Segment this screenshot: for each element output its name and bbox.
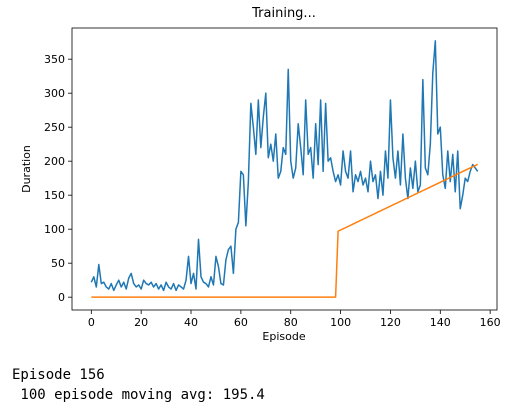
x-tick-label: 0	[88, 316, 95, 329]
output-line: Episode 156	[12, 367, 105, 383]
y-axis-label: Duration	[20, 145, 33, 193]
y-tick-label: 300	[44, 87, 65, 100]
y-tick-label: 50	[51, 257, 65, 270]
output-line: 100 episode moving avg: 195.4	[12, 387, 265, 403]
chart-title: Training...	[251, 6, 316, 21]
x-tick-label: 40	[184, 316, 198, 329]
x-tick-label: 20	[134, 316, 148, 329]
x-tick-label: 120	[380, 316, 401, 329]
data-line	[91, 163, 479, 298]
x-tick-label: 140	[430, 316, 451, 329]
y-tick-label: 100	[44, 223, 65, 236]
x-tick-label: 160	[480, 316, 501, 329]
x-axis-label: Episode	[262, 330, 305, 343]
y-tick-label: 200	[44, 155, 65, 168]
x-tick-label: 60	[234, 316, 248, 329]
x-tick-label: 80	[284, 316, 298, 329]
y-tick-label: 350	[44, 53, 65, 66]
chart: Training... Episode Duration 0 50 100 150 20…	[20, 6, 501, 343]
y-tick-label: 150	[44, 189, 65, 202]
plot-frame	[71, 27, 498, 311]
x-tick-label: 100	[330, 316, 351, 329]
y-tick-label: 0	[58, 291, 65, 304]
y-tick-label: 250	[44, 121, 65, 134]
data-line	[90, 40, 479, 292]
